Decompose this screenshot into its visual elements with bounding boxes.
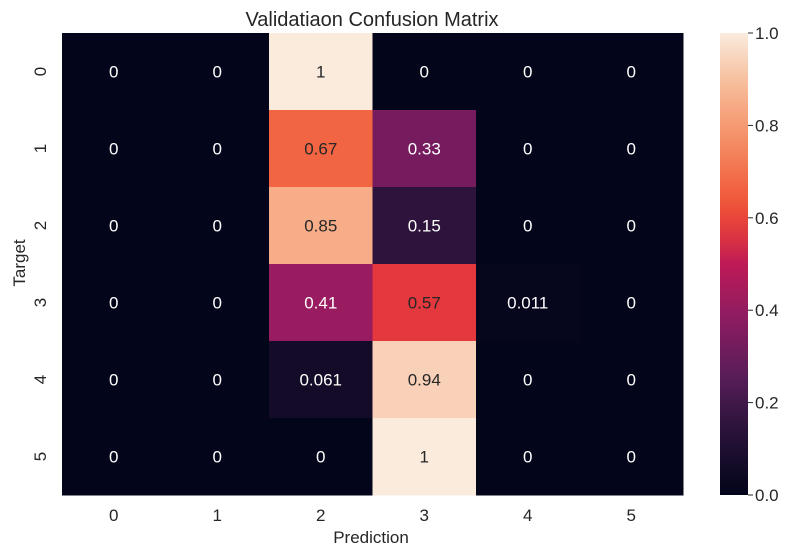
cell-value-label: 0 — [213, 294, 222, 313]
heatmap-cell-r0-c1 — [165, 33, 270, 111]
heatmap-cell-r5-c2 — [269, 418, 373, 496]
cell-value-label: 0 — [627, 217, 636, 236]
cell-value-label: 0 — [109, 294, 118, 313]
cell-value-label: 0 — [213, 217, 222, 236]
heatmap-cell-r4-c2 — [269, 341, 373, 419]
heatmap-cell-r2-c5 — [579, 187, 684, 265]
heatmap-cell-r0-c0 — [62, 33, 166, 111]
cell-value-label: 0 — [627, 294, 636, 313]
colorbar-tick-label: 0.2 — [755, 394, 779, 413]
cell-value-label: 0.67 — [304, 140, 337, 159]
heatmap-cell-r4-c4 — [476, 341, 580, 419]
cell-value-label: 0.011 — [507, 294, 548, 313]
heatmap-cell-r5-c1 — [165, 418, 270, 496]
heatmap-cell-r5-c0 — [62, 418, 166, 496]
cell-value-label: 0 — [109, 140, 118, 159]
y-tick-labels: 0 1 2 3 4 5 — [31, 67, 50, 461]
colorbar-tick-label: 0.8 — [755, 116, 779, 135]
cell-value-label: 0 — [523, 140, 532, 159]
y-tick-label: 3 — [31, 298, 50, 307]
x-tick-label: 4 — [523, 506, 532, 525]
cell-value-label: 0.33 — [408, 140, 441, 159]
x-axis-label: Prediction — [333, 528, 409, 547]
cell-value-label: 0 — [213, 448, 222, 467]
colorbar-ticks: 0.0 0.2 0.4 0.6 0.8 1.0 — [748, 24, 779, 505]
cell-value-label: 0 — [109, 448, 118, 467]
heatmap-cell-r1-c3 — [372, 110, 477, 188]
cell-value-label: 0 — [213, 140, 222, 159]
cell-value-label: 0 — [109, 63, 118, 82]
y-tick-label: 2 — [31, 221, 50, 230]
heatmap-cell-r0-c5 — [579, 33, 684, 111]
cell-value-label: 0 — [627, 140, 636, 159]
heatmap-cell-r3-c1 — [165, 264, 270, 342]
chart-title: Validatiaon Confusion Matrix — [245, 9, 498, 31]
colorbar-tick-label: 0.0 — [755, 486, 779, 505]
cell-value-label: 0.41 — [304, 294, 337, 313]
cell-value-label: 0 — [109, 217, 118, 236]
heatmap-cell-r1-c0 — [62, 110, 166, 188]
cell-value-label: 0 — [523, 63, 532, 82]
heatmap-cell-r3-c0 — [62, 264, 166, 342]
y-tick-label: 5 — [31, 452, 50, 461]
x-tick-label: 3 — [420, 506, 429, 525]
heatmap-cell-r3-c2 — [269, 264, 373, 342]
heatmap-cell-r2-c3 — [372, 187, 477, 265]
cell-value-label: 0 — [523, 448, 532, 467]
cell-value-label: 0.85 — [304, 217, 337, 236]
cell-value-label: 0.061 — [299, 371, 342, 390]
cell-value-label: 0.57 — [408, 294, 441, 313]
cell-value-label: 0 — [627, 63, 636, 82]
y-axis-label: Target — [10, 239, 29, 287]
heatmap-cell-r2-c1 — [165, 187, 270, 265]
heatmap-cell-r1-c2 — [269, 110, 373, 188]
y-tick-label: 4 — [31, 375, 50, 384]
heatmap-cell-r0-c4 — [476, 33, 580, 111]
colorbar-tick-label: 1.0 — [755, 24, 779, 43]
heatmap-cell-r3-c4 — [476, 264, 580, 342]
cell-value-label: 0 — [420, 63, 429, 82]
cell-value-label: 0 — [109, 371, 118, 390]
heatmap-cell-r5-c4 — [476, 418, 580, 496]
y-tick-label: 1 — [31, 144, 50, 153]
colorbar-tick-label: 0.4 — [755, 301, 779, 320]
cell-value-label: 0.15 — [408, 217, 441, 236]
heatmap-cell-r5-c3 — [372, 418, 477, 496]
cell-value-label: 0 — [627, 448, 636, 467]
heatmap-cell-r4-c0 — [62, 341, 166, 419]
heatmap-cell-r0-c3 — [372, 33, 477, 111]
heatmap-cell-r4-c5 — [579, 341, 684, 419]
heatmap-cell-r2-c4 — [476, 187, 580, 265]
heatmap-cell-r2-c0 — [62, 187, 166, 265]
heatmap-cell-r4-c3 — [372, 341, 477, 419]
heatmap-cell-r5-c5 — [579, 418, 684, 496]
x-tick-label: 5 — [627, 506, 636, 525]
cell-value-label: 0 — [213, 371, 222, 390]
cell-value-label: 0 — [213, 63, 222, 82]
heatmap-cell-r1-c4 — [476, 110, 580, 188]
x-tick-label: 0 — [109, 506, 118, 525]
cell-value-label: 0 — [523, 371, 532, 390]
cell-value-label: 1 — [420, 448, 429, 467]
cell-value-label: 0 — [627, 371, 636, 390]
colorbar-tick-label: 0.6 — [755, 209, 779, 228]
heatmap-cell-r3-c5 — [579, 264, 684, 342]
cell-value-label: 1 — [316, 63, 325, 82]
x-tick-label: 1 — [213, 506, 222, 525]
heatmap-cell-r4-c1 — [165, 341, 270, 419]
colorbar — [720, 33, 748, 495]
heatmap-cell-r0-c2 — [269, 33, 373, 111]
heatmap-cell-r2-c2 — [269, 187, 373, 265]
cell-value-label: 0 — [316, 448, 325, 467]
heatmap-cell-r3-c3 — [372, 264, 477, 342]
heatmap-cell-r1-c1 — [165, 110, 270, 188]
heatmap-cells: 0 0 1 0 0 0 0 0 0.67 0.33 0 0 0 0 0.85 0.15 0 0 0 0 0.41 0.57… — [62, 33, 684, 496]
x-tick-labels: 0 1 2 3 4 5 — [109, 506, 636, 525]
cell-value-label: 0.94 — [408, 371, 441, 390]
y-tick-label: 0 — [31, 67, 50, 76]
x-tick-label: 2 — [316, 506, 325, 525]
heatmap-cell-r1-c5 — [579, 110, 684, 188]
cell-value-label: 0 — [523, 217, 532, 236]
